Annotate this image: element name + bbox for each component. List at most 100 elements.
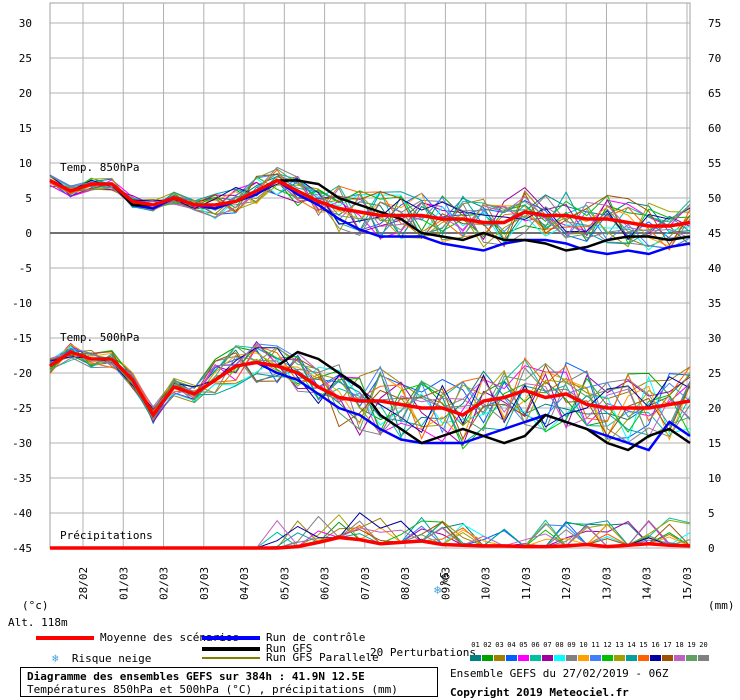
perturbation-swatch [494, 655, 505, 661]
legend-gfs-parallel: Run GFS Parallele [202, 651, 379, 664]
perturbation-swatch [518, 655, 529, 661]
perturbation-swatch [602, 655, 613, 661]
perturbation-swatch [626, 655, 637, 661]
x-tick-label: 12/03 [560, 567, 573, 600]
perturbation-t500-line [49, 343, 691, 439]
x-tick-label: 04/03 [238, 567, 251, 600]
perturbation-number: 10 [579, 641, 588, 649]
perturbation-swatch [578, 655, 589, 661]
precip-label: Précipitations [60, 529, 153, 542]
right-tick-label: 30 [708, 332, 721, 345]
x-tick-label: 13/03 [600, 567, 613, 600]
right-tick-label: 10 [708, 472, 721, 485]
perturbation-swatch [698, 655, 709, 661]
perturbation-number: 19 [687, 641, 696, 649]
legend-gfs-label: Run GFS [266, 642, 313, 655]
perturbation-number: 07 [543, 641, 552, 649]
run-info: Ensemble GEFS du 27/02/2019 - 06Z [450, 667, 669, 680]
right-tick-label: 75 [708, 17, 721, 30]
left-tick-label: -25 [12, 402, 32, 415]
perturbation-swatch [566, 655, 577, 661]
copyright: Copyright 2019 Meteociel.fr [450, 686, 629, 699]
x-tick-label: 11/03 [520, 567, 533, 600]
x-tick-label: 28/02 [77, 567, 90, 600]
right-tick-label: 45 [708, 227, 721, 240]
x-tick-label: 08/03 [399, 567, 412, 600]
legend-snow: ❄ Risque neige [52, 652, 151, 665]
x-tick-label: 02/03 [158, 567, 171, 600]
perturbation-number: 03 [495, 641, 504, 649]
perturbation-number: 04 [507, 641, 516, 649]
perturbation-swatch [662, 655, 673, 661]
legend-mean-label: Moyenne des scénarios [100, 631, 240, 644]
legend-gfs-parallel-label: Run GFS Parallele [266, 651, 379, 664]
right-tick-label: 0 [708, 542, 715, 555]
snow-percent-label: 5% [437, 572, 450, 586]
perturbation-swatch [530, 655, 541, 661]
main-series-lines [49, 178, 691, 550]
perturbation-swatch [554, 655, 565, 661]
right-tick-label: 35 [708, 297, 721, 310]
perturbation-numbers: 01 02 03 04 05 06 07 08 09 10 11 12 13 14 15 16 17 18 19 20 [470, 641, 710, 649]
legend-snow-label: Risque neige [71, 652, 152, 665]
left-tick-label: -15 [12, 332, 32, 345]
x-tick-label: 05/03 [278, 567, 291, 600]
perturbation-swatch [674, 655, 685, 661]
left-tick-label: 5 [25, 192, 32, 205]
left-tick-label: -5 [19, 262, 32, 275]
perturbation-swatch [638, 655, 649, 661]
x-tick-label: 03/03 [198, 567, 211, 600]
info-subtitle: Températures 850hPa et 500hPa (°C) , pré… [27, 683, 398, 696]
t500-label: Temp. 500hPa [60, 331, 139, 344]
perturbation-swatch [470, 655, 481, 661]
perturbation-swatch [650, 655, 661, 661]
right-tick-label: 60 [708, 122, 721, 135]
right-tick-label: 55 [708, 157, 721, 170]
left-tick-label: -45 [12, 542, 32, 555]
snow-risk-icon: ❄ [52, 652, 59, 665]
x-tick-label: 14/03 [641, 567, 654, 600]
legend-perturbations: 20 Perturbations [370, 646, 476, 659]
left-tick-label: 10 [19, 157, 32, 170]
control-swatch [202, 636, 260, 640]
perturbation-number: 01 [471, 641, 480, 649]
snow-flake-icon: ❄ [434, 583, 441, 597]
perturbation-number: 18 [675, 641, 684, 649]
left-tick-label: -30 [12, 437, 32, 450]
perturbation-number: 06 [531, 641, 540, 649]
perturbation-number: 12 [603, 641, 612, 649]
mean-t850-line [49, 178, 691, 228]
x-tick-label: 06/03 [319, 567, 332, 600]
perturbation-number: 15 [639, 641, 648, 649]
left-unit-label: (°c) [22, 599, 49, 612]
left-axis-ticks: 30 25 20 15 10 5 0 -5 -10 -15 -20 -25 -30 -35 -40 -45 [12, 17, 32, 555]
legend-gfs: Run GFS [202, 642, 312, 655]
perturbation-number: 16 [651, 641, 660, 649]
right-tick-label: 65 [708, 87, 721, 100]
left-tick-label: -20 [12, 367, 32, 380]
left-tick-label: 30 [19, 17, 32, 30]
left-tick-label: -10 [12, 297, 32, 310]
mean-t500-line [49, 350, 691, 419]
perturbation-number: 14 [627, 641, 636, 649]
perturbation-number: 02 [483, 641, 492, 649]
right-tick-label: 40 [708, 262, 721, 275]
x-axis-ticks: 28/02 01/03 02/03 03/03 04/03 05/03 06/03 07/03… [77, 567, 694, 600]
t850-label: Temp. 850hPa [60, 161, 139, 174]
perturbation-number: 13 [615, 641, 624, 649]
right-tick-label: 70 [708, 52, 721, 65]
perturbation-number: 05 [519, 641, 528, 649]
x-tick-label: 09/03 [439, 567, 452, 600]
gfs-swatch [202, 647, 260, 651]
perturbation-number: 20 [699, 641, 708, 649]
legend-control: Run de contrôle [202, 631, 365, 644]
x-tick-label: 15/03 [681, 567, 694, 600]
right-unit-label: (mm) [708, 599, 735, 612]
left-tick-label: -40 [12, 507, 32, 520]
perturbation-swatch [686, 655, 697, 661]
x-tick-label: 01/03 [117, 567, 130, 600]
legend-control-label: Run de contrôle [266, 631, 366, 644]
right-tick-label: 25 [708, 367, 721, 380]
mean-precip-line [50, 535, 691, 550]
perturbation-number: 08 [555, 641, 564, 649]
